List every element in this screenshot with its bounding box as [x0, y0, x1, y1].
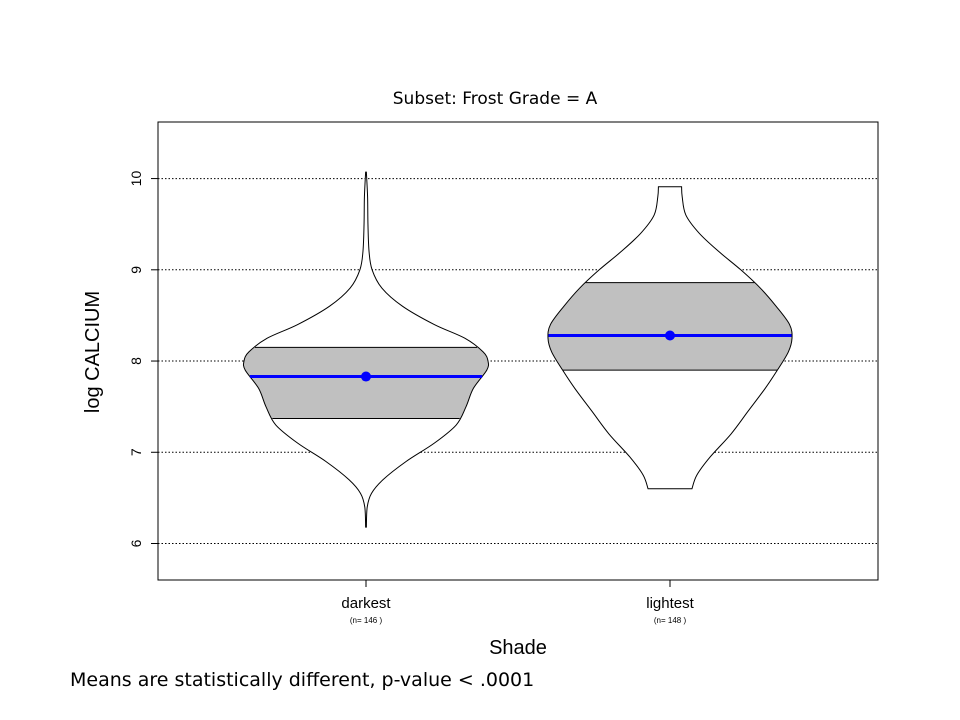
x-tick-label: darkest	[341, 595, 391, 612]
y-tick-label: 7	[128, 448, 144, 456]
violins	[242, 171, 793, 528]
quartile-band	[243, 347, 489, 419]
violin-lightest	[547, 186, 793, 490]
violin-outline	[547, 186, 793, 490]
violin-outline	[242, 171, 490, 528]
sample-size-label: (n= 148 )	[654, 616, 687, 625]
x-axis-title: Shade	[489, 637, 547, 659]
sample-size-label: (n= 146 )	[350, 616, 383, 625]
quartile-band	[547, 282, 793, 371]
mean-point	[665, 330, 675, 341]
y-tick-label: 6	[128, 539, 144, 547]
x-tick-label: lightest	[646, 595, 694, 612]
y-tick-label: 9	[128, 266, 144, 274]
footnote: Means are statistically different, p-val…	[70, 669, 534, 691]
y-tick-label: 10	[128, 171, 144, 187]
y-axis-title: log CALCIUM	[82, 291, 104, 413]
y-tick-label: 8	[128, 357, 144, 365]
mean-point	[361, 371, 371, 382]
plot-frame	[157, 121, 879, 581]
chart-title: Subset: Frost Grade = A	[393, 89, 598, 109]
violin-darkest	[242, 171, 490, 528]
axes: 6 7 8 9 10 darkest (n= 146 ) lightest (n= 148 )	[128, 171, 695, 625]
